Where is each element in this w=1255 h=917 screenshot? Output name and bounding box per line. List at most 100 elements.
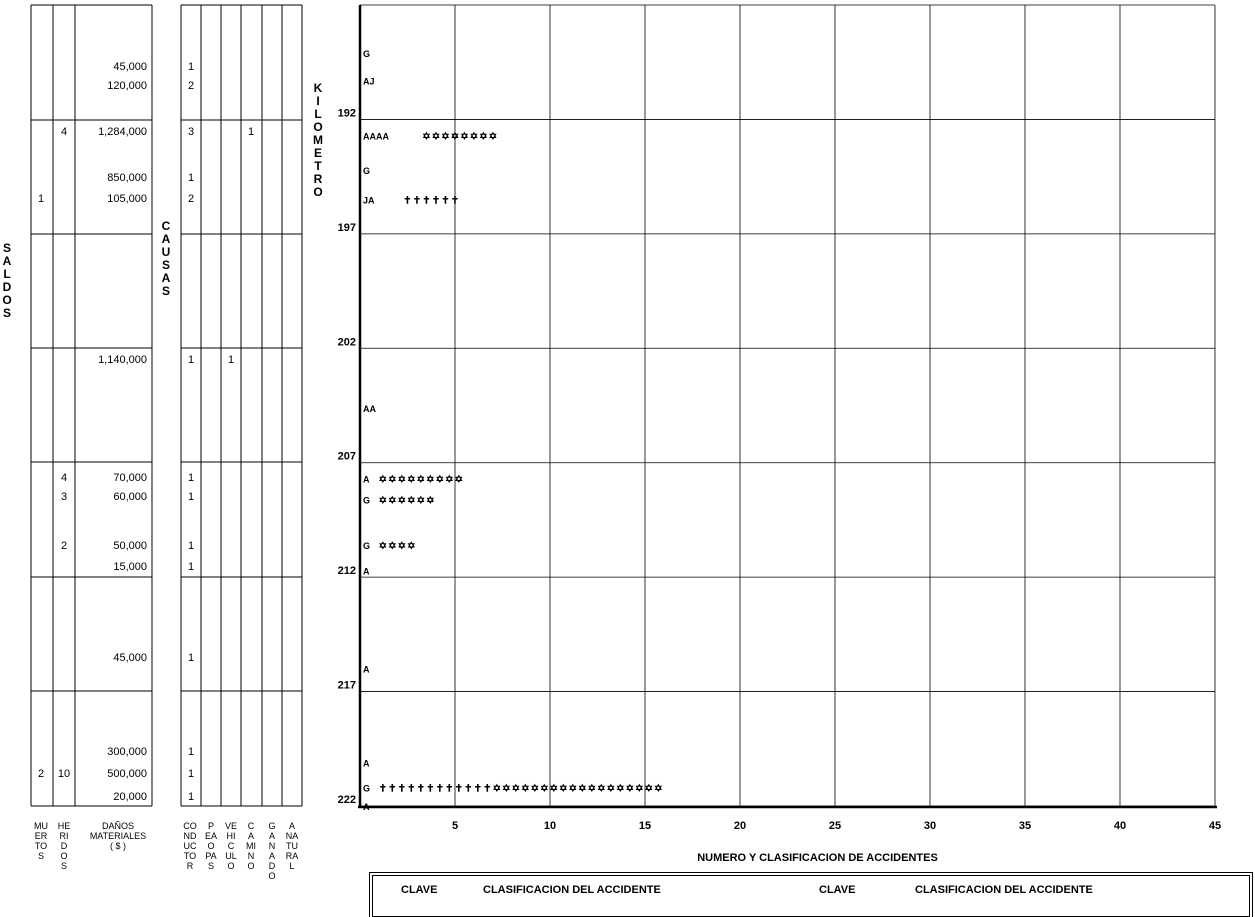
y-tick-label: 222 (338, 794, 356, 806)
open-symbol: ✡ (493, 784, 501, 795)
open-symbol: ✡ (460, 131, 468, 142)
open-symbol: ✡ (502, 784, 510, 795)
open-symbol: ✡ (379, 495, 387, 506)
open-symbol: ✡ (559, 784, 567, 795)
saldos-label: S (3, 241, 11, 255)
open-symbol: ✡ (489, 131, 497, 142)
causa-cell: 1 (188, 172, 194, 184)
saldos-col-header: HE (58, 821, 71, 831)
open-symbol: ✡ (379, 475, 387, 486)
open-symbol: ✡ (426, 495, 434, 506)
causas-col-header: ND (184, 831, 197, 841)
filled-symbol: ✝ (432, 196, 440, 207)
filled-symbol: ✝ (436, 784, 444, 795)
filled-symbol: ✝ (441, 196, 449, 207)
accident-code: G (363, 784, 370, 794)
danos-cell: 850,000 (107, 172, 147, 184)
causas-col-header: MI (246, 841, 256, 851)
accident-code: JA (363, 196, 375, 206)
open-symbol: ✡ (388, 541, 396, 552)
filled-symbol: ✝ (445, 784, 453, 795)
causa-cell: 1 (188, 652, 194, 664)
danos-cell: 50,000 (113, 540, 147, 552)
open-symbol: ✡ (607, 784, 615, 795)
heridos-cell: 10 (58, 768, 70, 780)
open-symbol: ✡ (388, 475, 396, 486)
y-tick-label: 217 (338, 680, 356, 692)
filled-symbol: ✝ (403, 196, 411, 207)
open-symbol: ✡ (455, 475, 463, 486)
open-symbol: ✡ (550, 784, 558, 795)
danos-cell: 45,000 (113, 652, 147, 664)
open-symbol: ✡ (407, 541, 415, 552)
filled-symbol: ✝ (379, 784, 387, 795)
x-tick-label: 25 (829, 820, 841, 832)
causas-col-header: C (248, 821, 255, 831)
accident-code: G (363, 495, 370, 505)
causas-col-header: O (227, 861, 234, 871)
saldos-label: L (3, 267, 10, 281)
causas-col-header: A (289, 821, 295, 831)
open-symbol: ✡ (432, 131, 440, 142)
open-symbol: ✡ (441, 131, 449, 142)
causas-col-header: N (248, 851, 255, 861)
causas-col-header: PA (205, 851, 216, 861)
causas-col-header: C (228, 841, 235, 851)
kilometro-label: I (316, 94, 319, 108)
x-tick-label: 40 (1114, 820, 1126, 832)
saldos-col-header: RI (60, 831, 69, 841)
open-symbol: ✡ (407, 475, 415, 486)
danos-cell: 20,000 (113, 791, 147, 803)
y-tick-label: 197 (338, 222, 356, 234)
danos-cell: 120,000 (107, 80, 147, 92)
saldos-col-header: TO (35, 841, 47, 851)
causas-col-header: O (268, 871, 275, 881)
y-tick-label: 202 (338, 336, 356, 348)
causas-label: C (162, 219, 171, 233)
filled-symbol: ✝ (407, 784, 415, 795)
causas-col-header: O (247, 861, 254, 871)
causas-col-header: A (269, 831, 275, 841)
saldos-label: O (2, 293, 11, 307)
accident-code: A (363, 566, 370, 576)
open-symbol: ✡ (597, 784, 605, 795)
open-symbol: ✡ (470, 131, 478, 142)
open-symbol: ✡ (588, 784, 596, 795)
saldos-label: S (3, 306, 11, 320)
causas-col-header: TO (184, 851, 196, 861)
open-symbol: ✡ (379, 541, 387, 552)
causas-label: A (162, 271, 171, 285)
kilometro-label: R (314, 172, 323, 186)
open-symbol: ✡ (654, 784, 662, 795)
causa-cell: 1 (248, 126, 254, 138)
filled-symbol: ✝ (417, 784, 425, 795)
causas-col-header: CO (183, 821, 197, 831)
saldos-col-header: S (61, 861, 67, 871)
danos-cell: 70,000 (113, 472, 147, 484)
causa-cell: 1 (188, 354, 194, 366)
open-symbol: ✡ (398, 495, 406, 506)
open-symbol: ✡ (626, 784, 634, 795)
open-symbol: ✡ (616, 784, 624, 795)
accident-code: A (363, 475, 370, 485)
saldos-col-header: O (60, 851, 67, 861)
causa-cell: 2 (188, 193, 194, 205)
open-symbol: ✡ (417, 475, 425, 486)
x-axis-label: NUMERO Y CLASIFICACION DE ACCIDENTES (697, 852, 938, 864)
open-symbol: ✡ (407, 495, 415, 506)
x-tick-label: 45 (1209, 820, 1221, 832)
open-symbol: ✡ (451, 131, 459, 142)
open-symbol: ✡ (398, 475, 406, 486)
causas-label: A (162, 232, 171, 246)
open-symbol: ✡ (426, 475, 434, 486)
heridos-cell: 2 (61, 540, 67, 552)
kilometro-label: M (313, 133, 323, 147)
muertos-cell: 2 (38, 768, 44, 780)
filled-symbol: ✝ (474, 784, 482, 795)
saldos-col-header: MATERIALES (90, 831, 146, 841)
accident-code: A (363, 665, 370, 675)
accident-code: AJ (363, 77, 375, 87)
filled-symbol: ✝ (398, 784, 406, 795)
legend-header-clasificacion-2: CLASIFICACION DEL ACCIDENTE (915, 884, 1093, 896)
